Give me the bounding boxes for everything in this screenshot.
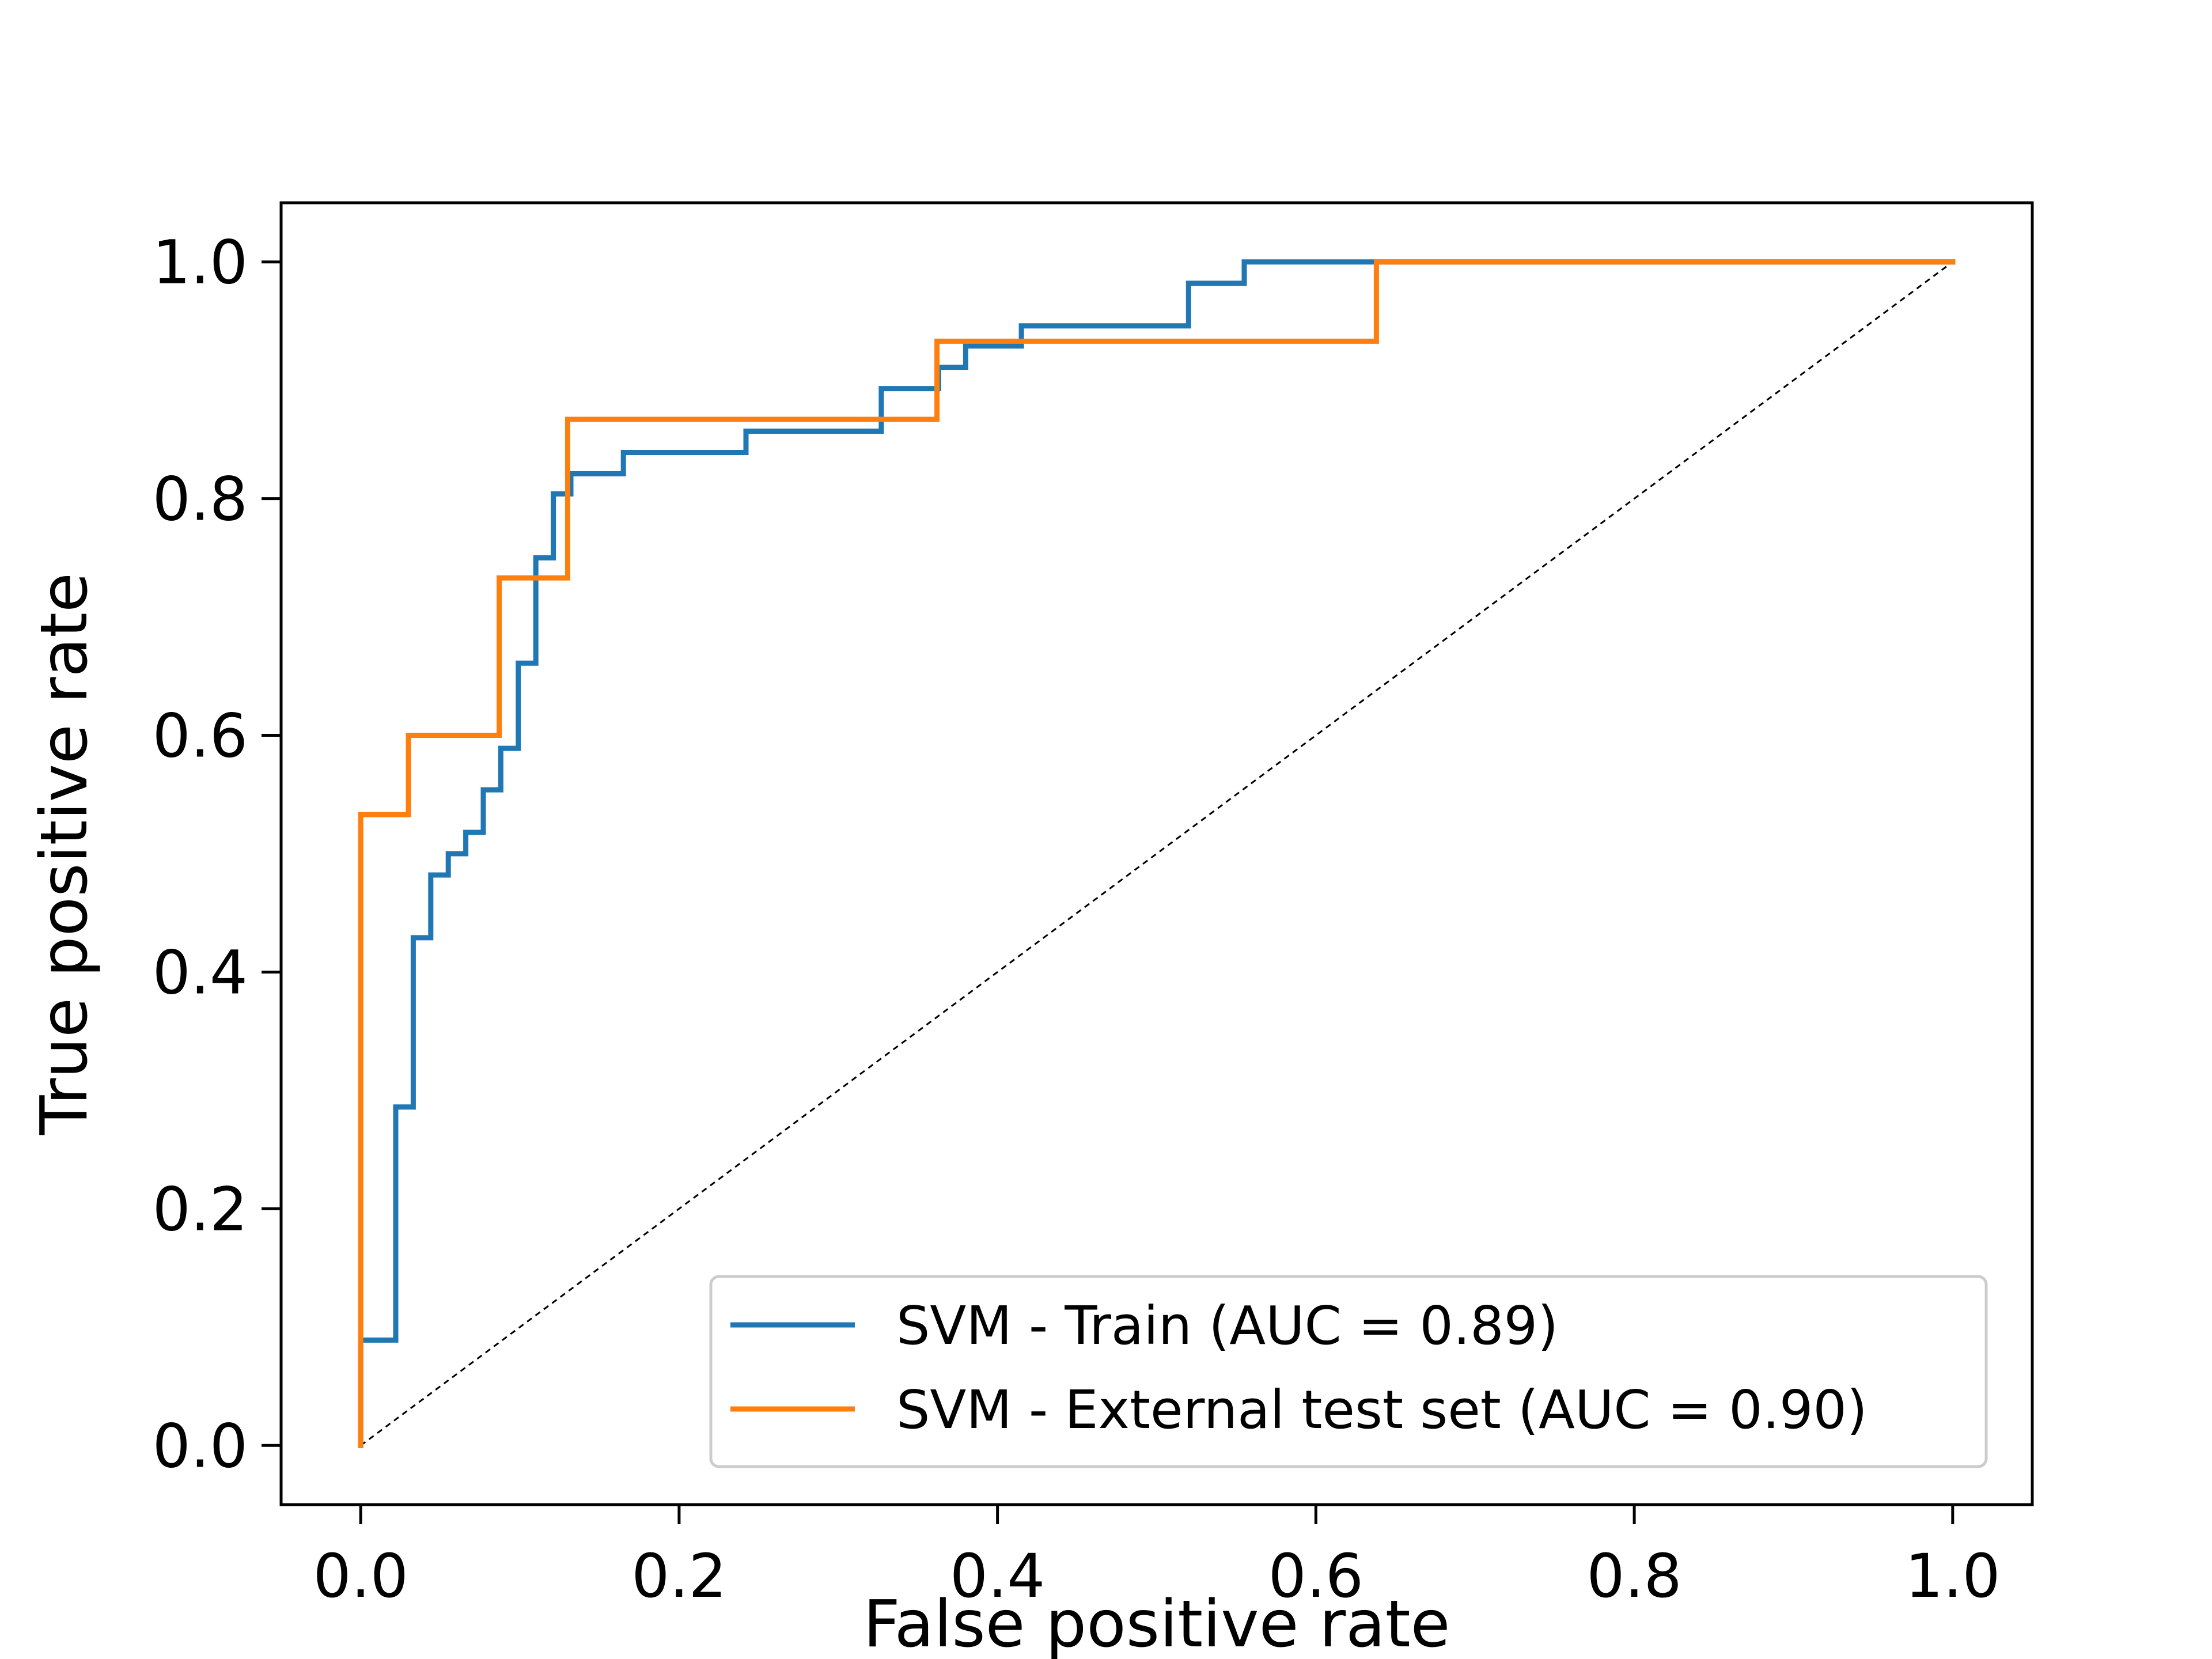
- plot-area: [358, 259, 1956, 1448]
- legend-entry-test: SVM - External test set (AUC = 0.90): [896, 1379, 1868, 1441]
- y-axis-ticks: 0.0 0.2 0.4 0.6 0.8 1.0: [153, 228, 281, 1481]
- chance-diagonal-line: [360, 261, 1953, 1446]
- x-tick-label: 0.8: [1586, 1541, 1681, 1611]
- y-tick-label: 0.8: [153, 464, 248, 535]
- series-line-test: [358, 259, 1956, 1448]
- x-axis-ticks: 0.0 0.2 0.4 0.6 0.8 1.0: [313, 1505, 2001, 1611]
- y-tick-label: 0.0: [153, 1411, 248, 1481]
- y-tick-label: 0.2: [153, 1174, 248, 1244]
- legend-entry-train: SVM - Train (AUC = 0.89): [896, 1295, 1558, 1357]
- legend: SVM - Train (AUC = 0.89) SVM - External …: [709, 1275, 1988, 1468]
- legend-box: [709, 1275, 1988, 1468]
- x-axis-label: False positive rate: [863, 1587, 1450, 1659]
- series-line-train: [358, 259, 1956, 1448]
- x-tick-label: 0.6: [1268, 1541, 1363, 1611]
- y-tick-label: 0.4: [153, 937, 248, 1007]
- x-tick-label: 0.4: [950, 1541, 1045, 1611]
- y-axis-label: True positive rate: [27, 573, 102, 1135]
- x-tick-label: 0.0: [313, 1541, 408, 1611]
- x-tick-label: 0.2: [631, 1541, 726, 1611]
- y-tick-label: 0.6: [153, 701, 248, 771]
- axes-frame: [279, 201, 2034, 1506]
- x-tick-label: 1.0: [1905, 1541, 2000, 1611]
- y-tick-label: 1.0: [153, 228, 248, 298]
